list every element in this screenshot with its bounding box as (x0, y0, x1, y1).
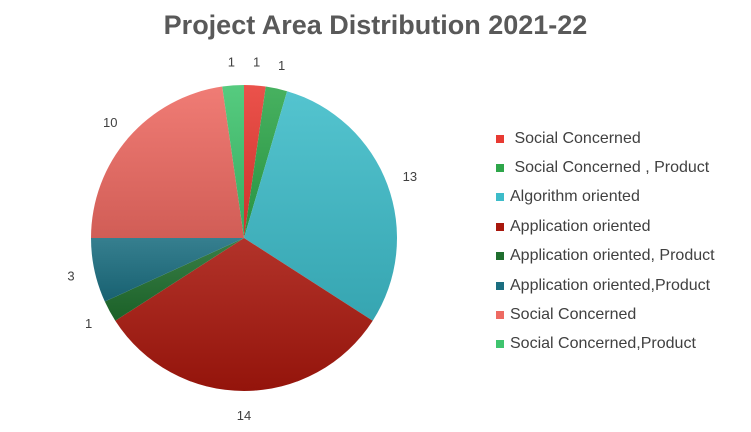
data-label: 1 (278, 58, 285, 73)
pie-slice (91, 238, 244, 302)
legend-item: Application oriented,Product (496, 271, 715, 300)
legend-swatch (496, 164, 504, 173)
data-label: 14 (237, 408, 251, 423)
chart-title: Project Area Distribution 2021-22 (163, 10, 588, 40)
legend-item: Social Concerned (496, 300, 715, 329)
data-label: 1 (253, 54, 260, 69)
pie-slice (104, 238, 245, 321)
pie-slice (91, 86, 244, 239)
legend-swatch (496, 340, 504, 349)
data-label: 3 (67, 269, 74, 284)
legend-label: Application oriented, Product (510, 247, 715, 265)
legend-item: Social Concerned , Product (496, 153, 715, 182)
legend-item: Algorithm oriented (496, 183, 715, 212)
legend-swatch (496, 222, 504, 231)
legend-label: Application oriented (510, 217, 651, 235)
legend-label: Application oriented,Product (510, 276, 711, 294)
legend-label: Social Concerned , Product (510, 159, 710, 177)
legend-swatch (496, 252, 504, 261)
pie-slice (222, 85, 244, 238)
legend-item: Application oriented (496, 212, 715, 241)
legend-label: Algorithm oriented (510, 188, 640, 206)
legend-item: Social Concerned,Product (496, 330, 715, 359)
legend-swatch (496, 311, 504, 320)
legend-label: Social Concerned (510, 306, 637, 324)
legend-item: Application oriented, Product (496, 242, 715, 271)
data-label: 10 (103, 115, 117, 130)
pie-slice (115, 238, 373, 392)
legend-label: Social Concerned (510, 129, 641, 147)
legend-swatch (496, 281, 504, 290)
legend: Social Concerned Social Concerned , Prod… (496, 124, 715, 359)
legend-label: Social Concerned,Product (510, 335, 696, 353)
pie-slice (244, 91, 397, 321)
legend-swatch (496, 134, 504, 143)
legend-swatch (496, 193, 504, 202)
data-label: 13 (403, 169, 417, 184)
data-label: 1 (228, 54, 235, 69)
pie-slice (244, 86, 288, 239)
data-label: 1 (85, 316, 92, 331)
legend-item: Social Concerned (496, 124, 715, 153)
pie-slice (244, 85, 266, 238)
